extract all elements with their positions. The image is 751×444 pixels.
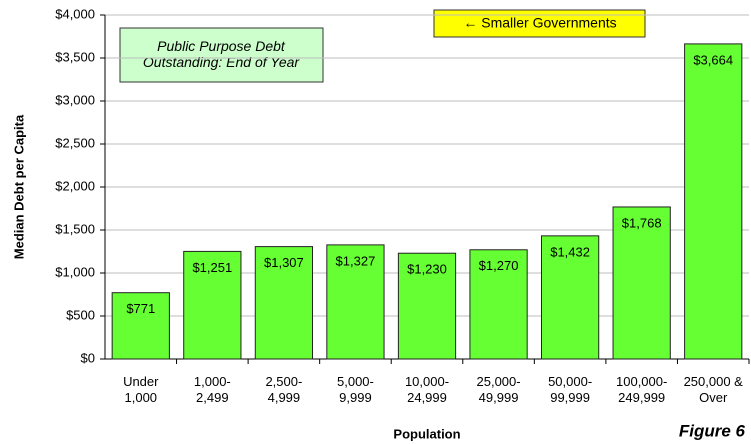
bar [397,252,457,360]
bar [254,246,314,360]
y-tick-label: $3,500 [55,49,95,64]
value-label: $1,432 [550,244,590,259]
value-label: $1,307 [264,255,304,270]
x-tick-label: 5,000-9,999 [337,374,374,405]
annotation: Public Purpose Debt Outstanding: End of Y… [143,38,301,70]
annotation: ← Smaller Governments [463,15,616,31]
x-tick-label: 10,000-24,999 [405,374,449,405]
value-label: $771 [126,301,155,316]
value-label: $1,251 [192,260,232,275]
figure-label: Figure 6 [679,421,746,440]
bar [469,249,528,360]
value-label: $1,768 [622,215,662,230]
y-axis-label: Median Debt per Capita [11,114,26,259]
bar [326,244,385,360]
x-tick-label: 25,000-49,999 [477,374,521,405]
bar [183,250,242,360]
x-tick-label: Under 1,000 [123,374,159,405]
bar [684,43,743,360]
value-label: $1,327 [336,253,376,268]
annotation-box [119,27,324,83]
x-tick-label: 50,000-99,999 [548,374,592,405]
value-label: $1,270 [479,258,519,273]
x-axis-label: Population [393,426,460,441]
bar [111,292,170,360]
y-tick-label: $1,000 [55,264,95,279]
y-tick-label: $0 [81,350,95,365]
value-label: $1,230 [407,262,447,277]
y-tick-label: $3,000 [55,92,95,107]
bar [540,235,600,360]
value-label: $3,664 [693,52,733,67]
x-tick-label: 1,000-2,499 [194,374,231,405]
y-tick-label: $500 [66,307,95,322]
y-tick-label: $2,000 [55,178,95,193]
y-tick-label: $2,500 [55,135,95,150]
y-tick-label: $1,500 [55,221,95,236]
y-tick-label: $4,000 [55,6,95,21]
bar [612,206,671,360]
x-tick-label: 250,000 & Over [684,374,744,405]
x-tick-label: 2,500-4,999 [265,374,302,405]
x-tick-label: 100,000-249,999 [616,374,667,405]
